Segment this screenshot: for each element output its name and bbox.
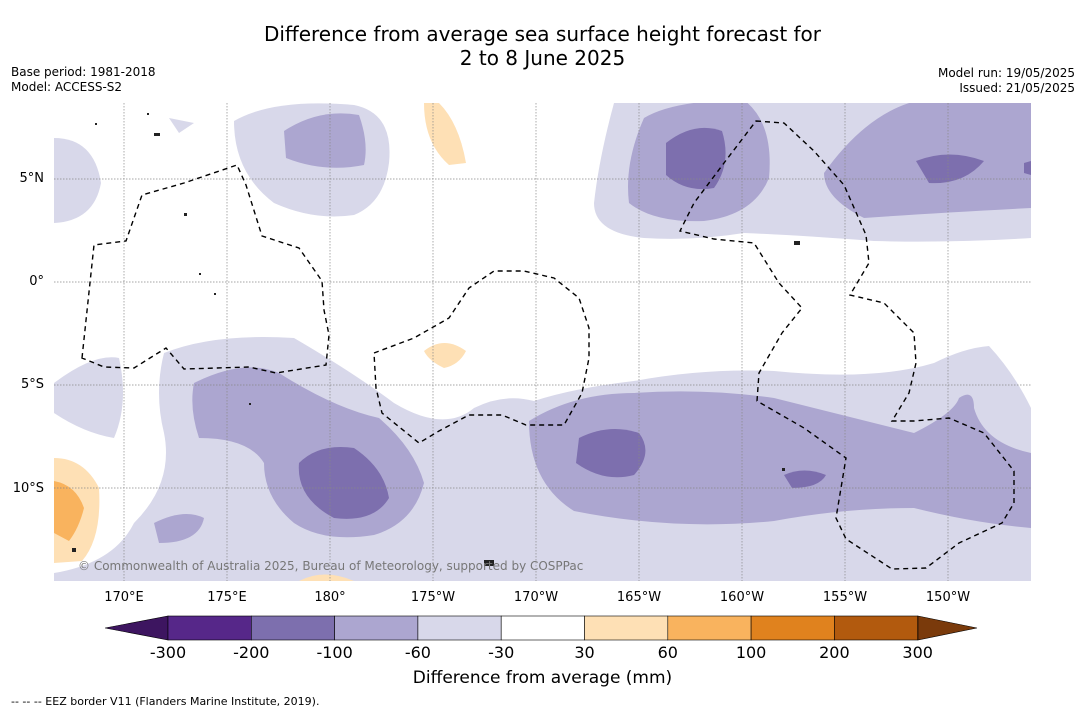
meta-left: Base period: 1981-2018 Model: ACCESS-S2 — [11, 65, 156, 95]
lon-label-175e: 175°E — [207, 590, 247, 605]
island-specks — [72, 113, 800, 566]
colorbar-segment — [667, 615, 752, 641]
title-line-1: Difference from average sea surface heig… — [263, 22, 822, 46]
colorbar — [104, 614, 981, 646]
lon-label-175w: 175°W — [410, 590, 456, 605]
base-period: Base period: 1981-2018 — [11, 65, 156, 79]
colorbar-tick-label: -100 — [316, 643, 353, 662]
colorbar-segment — [417, 615, 502, 641]
colorbar-svg — [104, 615, 978, 641]
model-name: Model: ACCESS-S2 — [11, 80, 123, 94]
map-gridlines — [54, 103, 1031, 581]
lon-label-160w: 160°W — [719, 590, 765, 605]
lat-label-0: 0° — [29, 274, 44, 289]
lon-label-165w: 165°W — [616, 590, 662, 605]
colorbar-tick-label: 60 — [657, 643, 678, 662]
colorbar-tick-label: -60 — [404, 643, 431, 662]
title-line-2: 2 to 8 June 2025 — [459, 46, 626, 70]
issued-date: Issued: 21/05/2025 — [959, 81, 1075, 95]
lon-label-150w: 150°W — [925, 590, 971, 605]
colorbar-tick-label: 30 — [574, 643, 595, 662]
lat-label-5s: 5°S — [20, 377, 44, 392]
lat-label-10s: 10°S — [12, 481, 44, 496]
lat-label-5n: 5°N — [19, 171, 45, 186]
map-svg — [54, 103, 1031, 581]
colorbar-tick-label: 300 — [902, 643, 933, 662]
copyright-notice: © Commonwealth of Australia 2025, Bureau… — [78, 559, 584, 573]
colorbar-left-arrow — [104, 615, 169, 641]
colorbar-segment — [750, 615, 835, 641]
lon-label-170w: 170°W — [513, 590, 559, 605]
anomaly-positive-mid-regions — [54, 481, 84, 541]
colorbar-segment — [584, 615, 669, 641]
colorbar-tick-label: -30 — [488, 643, 515, 662]
colorbar-segment — [251, 615, 335, 641]
eez-legend-note: -- -- -- EEZ border V11 (Flanders Marine… — [11, 695, 320, 708]
lon-label-170e: 170°E — [104, 590, 144, 605]
colorbar-tick-label: -200 — [233, 643, 270, 662]
lon-label-155w: 155°W — [822, 590, 868, 605]
colorbar-title: Difference from average (mm) — [412, 668, 673, 688]
colorbar-segment — [167, 615, 252, 641]
map-area — [54, 103, 1031, 581]
colorbar-tick-label: 200 — [819, 643, 850, 662]
map-title: Difference from average sea surface heig… — [0, 22, 1085, 70]
colorbar-tick-label: -300 — [149, 643, 187, 662]
anomaly-dark-regions — [298, 127, 1031, 519]
model-run: Model run: 19/05/2025 — [937, 66, 1075, 80]
meta-right: Model run: 19/05/2025 Issued: 21/05/2025 — [938, 66, 1075, 96]
colorbar-tick-label: 100 — [735, 643, 767, 662]
eez-borders — [81, 120, 1015, 570]
colorbar-right-arrow — [917, 615, 978, 641]
colorbar-segment — [500, 615, 585, 641]
lon-label-180: 180° — [314, 590, 346, 605]
colorbar-segments — [167, 615, 919, 641]
colorbar-segment — [334, 615, 419, 641]
colorbar-segment — [834, 615, 919, 641]
